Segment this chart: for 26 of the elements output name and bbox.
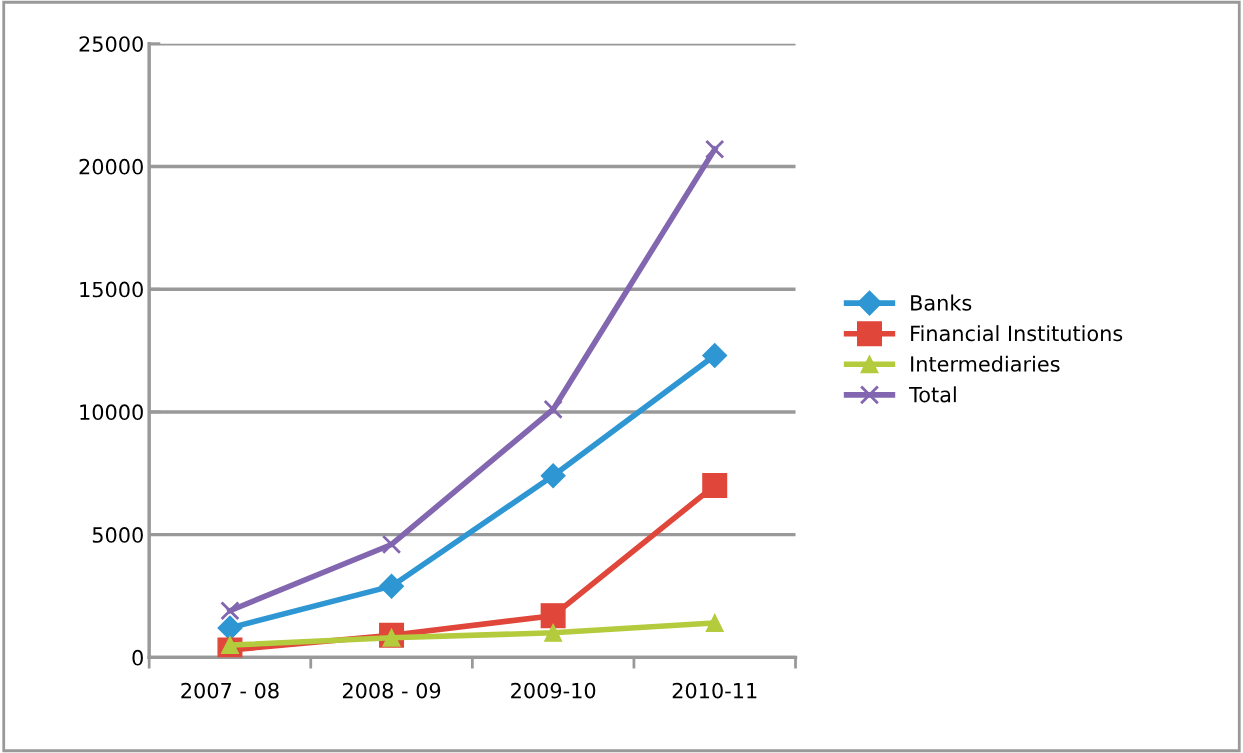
- legend-label: Banks: [911, 294, 972, 311]
- legend-label: Financial Institutions: [911, 325, 1123, 342]
- point: [705, 613, 724, 633]
- y-tick-label: 15000: [80, 281, 143, 298]
- point: [381, 534, 402, 555]
- x-tick-label: 2010-11: [672, 682, 757, 699]
- point: [540, 463, 566, 489]
- point: [702, 342, 728, 368]
- point: [540, 603, 566, 629]
- y-tick-label: 0: [132, 649, 143, 666]
- point: [217, 615, 243, 641]
- point: [543, 399, 563, 420]
- point: [702, 473, 728, 499]
- point: [379, 573, 405, 599]
- y-tick-label: 20000: [79, 158, 143, 175]
- x-tick-label: 2009-10: [511, 682, 596, 699]
- point: [220, 601, 240, 621]
- y-tick-label: 25000: [79, 36, 143, 52]
- legend-label: Intermediaries: [911, 355, 1060, 372]
- point: [544, 623, 563, 642]
- x-tick-label: 2008 - 09: [342, 682, 441, 699]
- legend-label: Total: [909, 386, 956, 403]
- y-tick-label: 10000: [80, 404, 143, 421]
- y-tick-label: 5000: [92, 527, 143, 543]
- point: [705, 139, 725, 159]
- x-tick-label: 2007 - 08: [181, 682, 279, 699]
